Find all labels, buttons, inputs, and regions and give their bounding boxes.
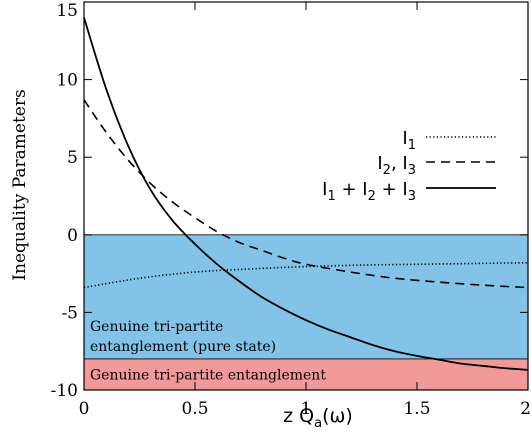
region-0 — [83, 234, 529, 360]
x-axis-label: z Qa(ω) — [283, 405, 353, 431]
x-tick-label-3: 1.5 — [403, 399, 430, 419]
y-tick-label-0: -10 — [51, 381, 78, 401]
x-axis-label-suffix: (ω) — [322, 405, 353, 427]
region-0-label-line-0: Genuine tri-partite — [90, 319, 223, 335]
series-layer — [83, 17, 529, 371]
y-tick-label-4: 10 — [56, 71, 78, 91]
y-tick-label-1: -5 — [61, 303, 78, 323]
x-tick-label-4: 2 — [520, 399, 531, 419]
legend-label-2: I1 + I2 + I3 — [322, 179, 416, 204]
legend-label-0: I1 — [402, 128, 416, 153]
y-tick-label-5: 15 — [56, 1, 78, 21]
regions-layer — [83, 234, 529, 391]
x-tick-label-1: 0.5 — [181, 399, 208, 419]
y-tick-label-2: 0 — [67, 226, 78, 246]
x-axis-label-sub: a — [314, 416, 322, 431]
y-tick-label-3: 5 — [67, 148, 78, 168]
region-0-label-line-1: entanglement (pure state) — [90, 339, 276, 355]
region-labels-layer: Genuine tri-partite entanglement (pure st… — [90, 319, 326, 384]
series-line-1 — [83, 99, 529, 289]
x-tick-label-2: 1 — [301, 399, 312, 419]
series-line-2 — [83, 17, 529, 371]
ticks-layer: 0 0.5 1 1.5 2 -10 -5 0 5 10 15 — [51, 1, 531, 419]
series-line-0 — [83, 261, 529, 289]
x-tick-label-0: 0 — [79, 399, 90, 419]
region-1-label-line-0: Genuine tri-partite entanglement — [90, 367, 326, 383]
y-axis-label: Inequality Parameters — [10, 89, 30, 280]
legend-label-1: I2, I3 — [377, 153, 416, 178]
x-axis-label-main: z Q — [283, 405, 314, 427]
